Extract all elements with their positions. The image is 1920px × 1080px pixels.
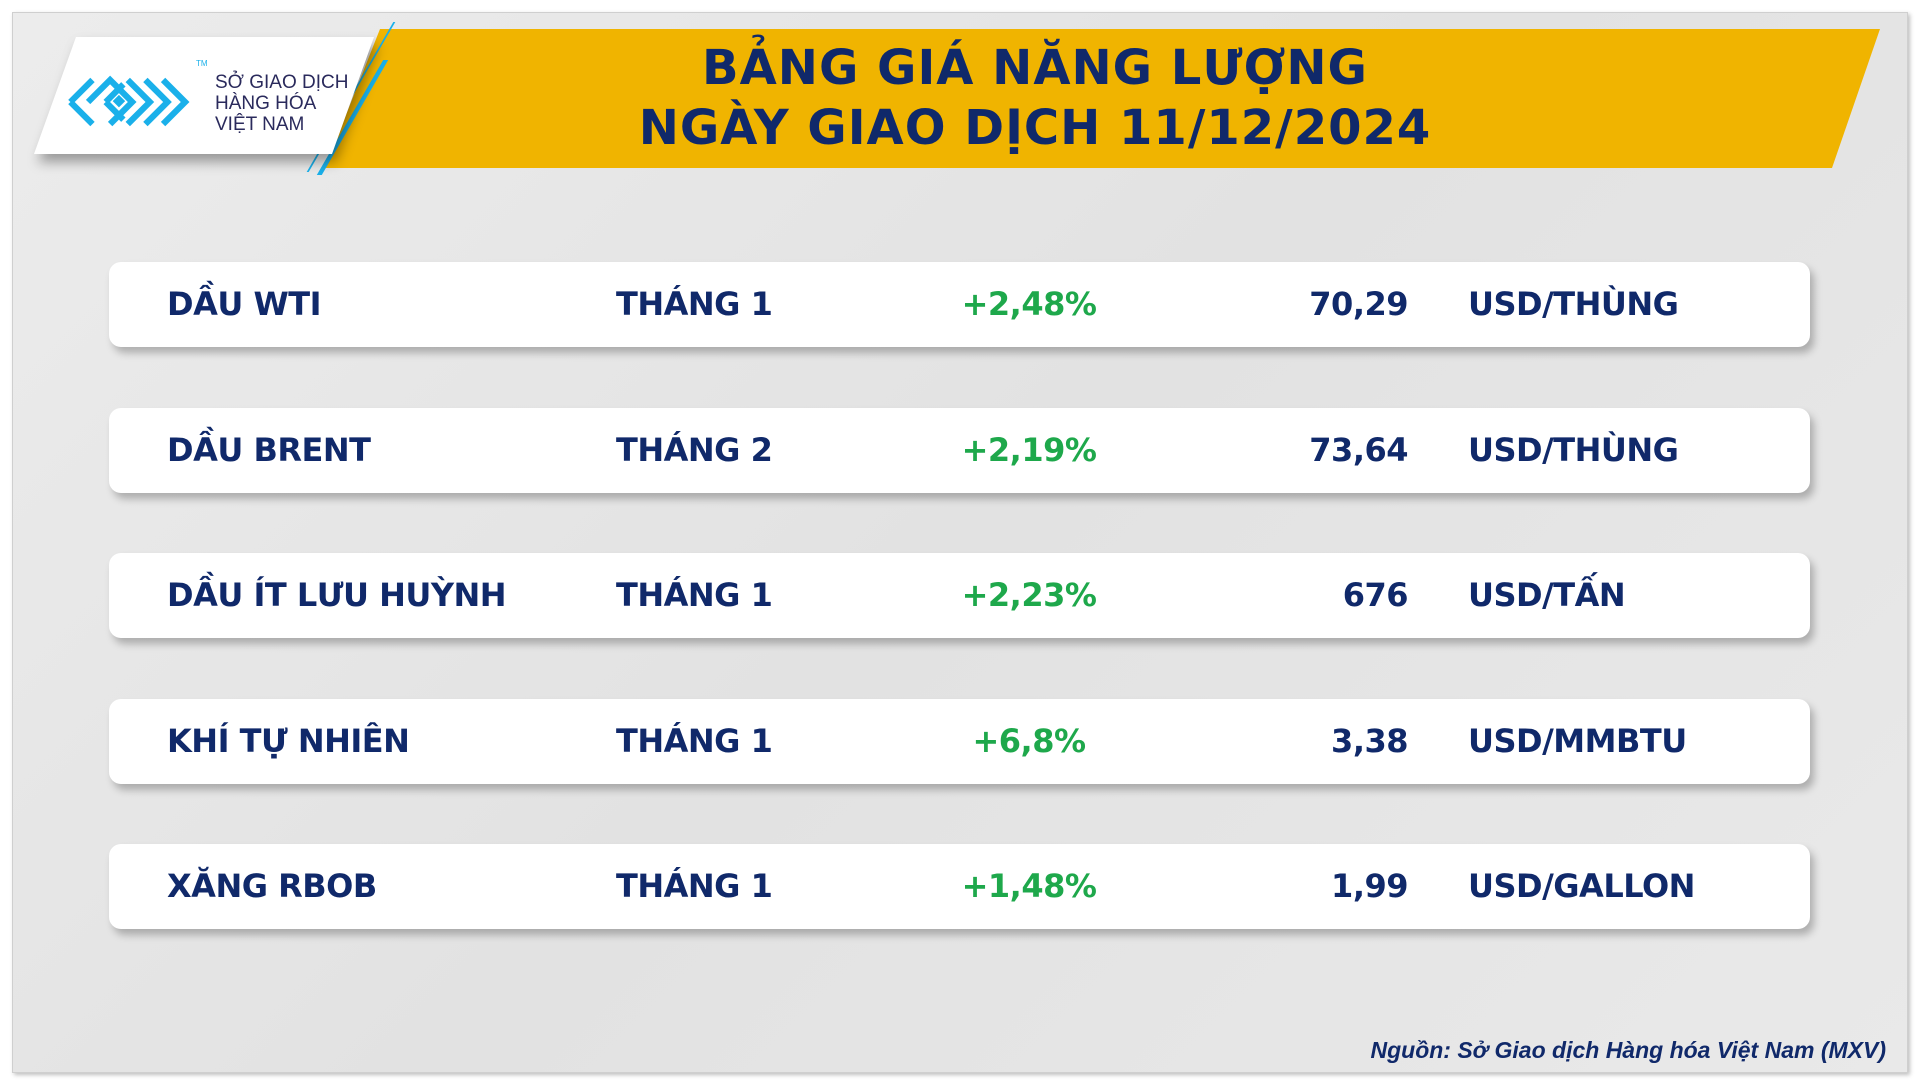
price-row: DẦU ÍT LƯU HUỲNH THÁNG 1 +2,23% 676 USD/TẤN (109, 553, 1810, 638)
contract-month: THÁNG 1 (616, 722, 773, 760)
price-value: 73,64 (1309, 431, 1408, 469)
price-unit: USD/MMBTU (1468, 722, 1687, 760)
contract-month: THÁNG 2 (616, 431, 773, 469)
commodity-name: DẦU WTI (167, 285, 321, 323)
price-unit: USD/THÙNG (1468, 285, 1679, 323)
price-row: KHÍ TỰ NHIÊN THÁNG 1 +6,8% 3,38 USD/MMBTU (109, 699, 1810, 784)
mxv-logo-icon (68, 75, 190, 127)
logo-line: VIỆT NAM (215, 114, 305, 135)
price-unit: USD/TẤN (1468, 576, 1626, 614)
commodity-name: DẦU ÍT LƯU HUỲNH (167, 576, 507, 614)
source-note: Nguồn: Sở Giao dịch Hàng hóa Việt Nam (M… (1370, 1037, 1886, 1063)
commodity-name: DẦU BRENT (167, 431, 371, 469)
logo-line: HÀNG HÓA (215, 93, 317, 114)
price-change: +2,23% (961, 576, 1097, 614)
page-title: BẢNG GIÁ NĂNG LƯỢNG (702, 40, 1368, 96)
price-change: +2,19% (961, 431, 1097, 469)
price-value: 3,38 (1331, 722, 1408, 760)
price-unit: USD/THÙNG (1468, 431, 1679, 469)
price-change: +1,48% (961, 867, 1097, 905)
price-value: 1,99 (1331, 867, 1408, 905)
price-row: DẦU BRENT THÁNG 2 +2,19% 73,64 USD/THÙNG (109, 408, 1810, 493)
logo-line: SỞ GIAO DỊCH (215, 72, 349, 93)
price-unit: USD/GALLON (1468, 867, 1695, 905)
page-subtitle: NGÀY GIAO DỊCH 11/12/2024 (638, 100, 1432, 156)
logo: TM (30, 37, 380, 162)
trademark: TM (196, 59, 208, 68)
commodity-name: KHÍ TỰ NHIÊN (167, 722, 410, 760)
price-row: DẦU WTI THÁNG 1 +2,48% 70,29 USD/THÙNG (109, 262, 1810, 347)
contract-month: THÁNG 1 (616, 576, 773, 614)
contract-month: THÁNG 1 (616, 285, 773, 323)
price-row: XĂNG RBOB THÁNG 1 +1,48% 1,99 USD/GALLON (109, 844, 1810, 929)
price-change: +2,48% (961, 285, 1097, 323)
title-banner (325, 29, 1880, 168)
price-value: 70,29 (1309, 285, 1408, 323)
contract-month: THÁNG 1 (616, 867, 773, 905)
logo-text: SỞ GIAO DỊCH HÀNG HÓA VIỆT NAM (215, 72, 348, 135)
price-change: +6,8% (972, 722, 1086, 760)
commodity-name: XĂNG RBOB (167, 867, 377, 905)
price-value: 676 (1342, 576, 1409, 614)
